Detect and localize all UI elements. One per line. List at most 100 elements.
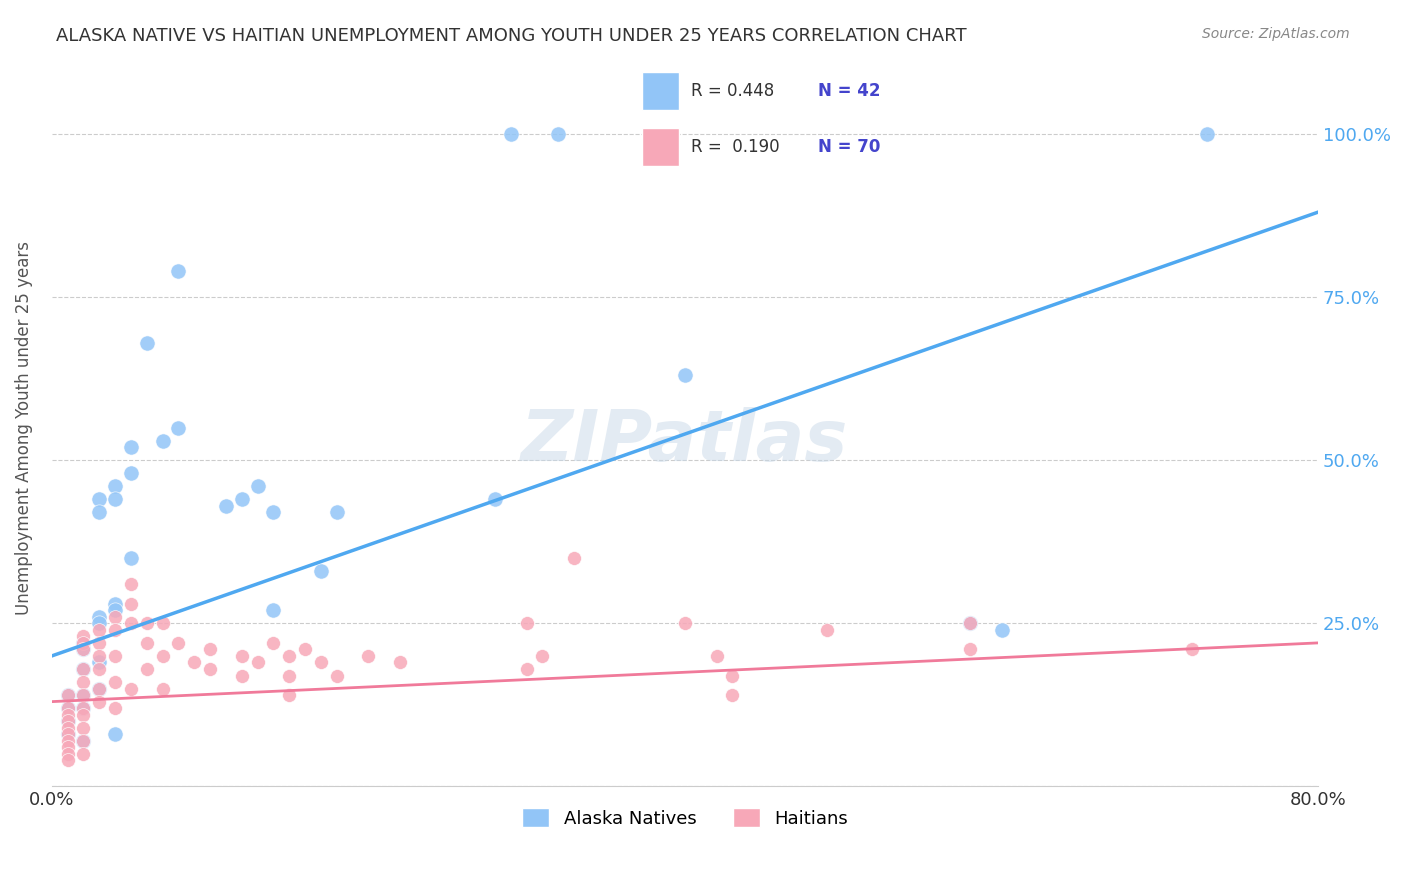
Point (104, 648, 127, 663)
Point (278, 688, 301, 702)
Point (278, 648, 301, 663)
Point (278, 668, 301, 682)
Point (72, 701, 94, 715)
Point (531, 648, 554, 663)
Point (72, 733, 94, 747)
Text: Source: ZipAtlas.com: Source: ZipAtlas.com (1202, 27, 1350, 41)
Point (135, 616, 157, 631)
Point (198, 662, 221, 676)
Point (56, 714, 79, 729)
Legend: Alaska Natives, Haitians: Alaska Natives, Haitians (515, 801, 855, 835)
Point (89, 616, 111, 631)
Point (120, 597, 142, 611)
Point (72, 721, 94, 735)
Point (89, 681, 111, 696)
Point (56, 727, 79, 741)
Point (246, 479, 269, 493)
Y-axis label: Unemployment Among Youth under 25 years: Unemployment Among Youth under 25 years (15, 241, 32, 615)
Point (547, 127, 569, 141)
Point (294, 642, 316, 657)
Text: R = 0.448: R = 0.448 (692, 82, 775, 100)
Point (357, 648, 380, 663)
Point (72, 662, 94, 676)
Point (56, 721, 79, 735)
Point (246, 656, 269, 670)
Point (135, 335, 157, 350)
Point (89, 695, 111, 709)
Point (120, 616, 142, 631)
Point (104, 727, 127, 741)
Point (152, 648, 174, 663)
Point (325, 505, 347, 519)
Point (231, 492, 253, 507)
Point (104, 609, 127, 624)
Point (309, 656, 332, 670)
Point (167, 264, 190, 278)
Point (120, 681, 142, 696)
Point (89, 492, 111, 507)
Point (721, 688, 744, 702)
Point (262, 603, 284, 617)
Point (721, 668, 744, 682)
Point (104, 701, 127, 715)
Point (1180, 642, 1202, 657)
Point (72, 675, 94, 690)
Point (56, 733, 79, 747)
Point (135, 636, 157, 650)
Point (89, 636, 111, 650)
Point (152, 681, 174, 696)
Point (104, 623, 127, 637)
Point (231, 668, 253, 682)
Point (89, 681, 111, 696)
Point (89, 656, 111, 670)
Point (152, 616, 174, 631)
Point (56, 688, 79, 702)
Text: ALASKA NATIVE VS HAITIAN UNEMPLOYMENT AMONG YOUTH UNDER 25 YEARS CORRELATION CHA: ALASKA NATIVE VS HAITIAN UNEMPLOYMENT AM… (56, 27, 967, 45)
Point (815, 623, 838, 637)
Point (72, 642, 94, 657)
Point (72, 662, 94, 676)
Point (104, 603, 127, 617)
Point (135, 662, 157, 676)
Point (325, 668, 347, 682)
Point (198, 642, 221, 657)
Point (262, 636, 284, 650)
Point (215, 499, 238, 513)
Point (72, 636, 94, 650)
Point (72, 636, 94, 650)
Point (72, 747, 94, 761)
Text: N = 70: N = 70 (818, 138, 880, 156)
Text: R =  0.190: R = 0.190 (692, 138, 780, 156)
Point (120, 466, 142, 480)
Text: N = 42: N = 42 (818, 82, 880, 100)
Point (959, 616, 981, 631)
Point (56, 688, 79, 702)
Point (89, 623, 111, 637)
Point (104, 597, 127, 611)
Point (167, 420, 190, 434)
Point (89, 505, 111, 519)
Point (104, 492, 127, 507)
Point (673, 616, 696, 631)
Point (120, 551, 142, 566)
Point (673, 368, 696, 383)
Point (72, 629, 94, 643)
FancyBboxPatch shape (643, 128, 679, 166)
Point (72, 707, 94, 722)
Point (706, 648, 728, 663)
Point (56, 701, 79, 715)
Point (56, 727, 79, 741)
Point (959, 642, 981, 657)
Point (56, 714, 79, 729)
Point (262, 505, 284, 519)
Point (562, 551, 585, 566)
Point (56, 747, 79, 761)
Point (72, 701, 94, 715)
Point (72, 733, 94, 747)
Point (388, 656, 411, 670)
Point (72, 688, 94, 702)
Point (120, 577, 142, 591)
Point (152, 434, 174, 448)
Point (89, 609, 111, 624)
Point (516, 662, 538, 676)
